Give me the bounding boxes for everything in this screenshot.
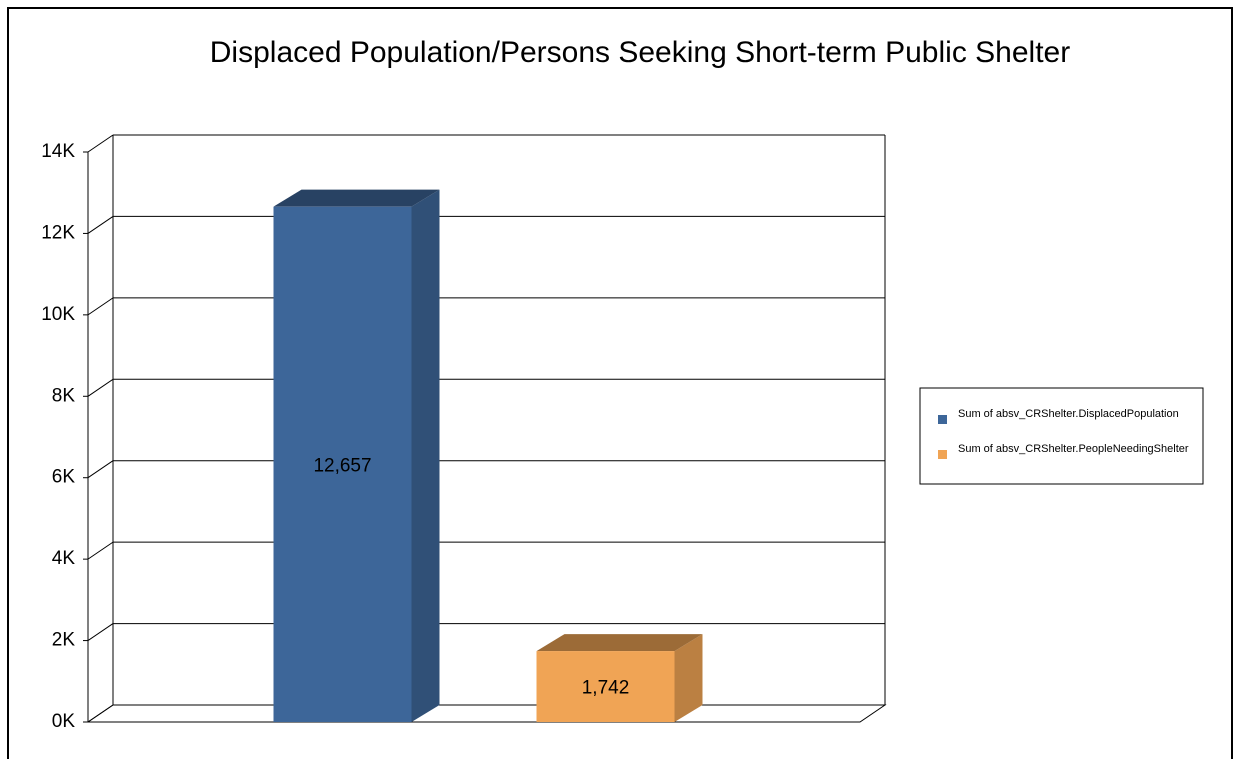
y-tick-label: 14K: [41, 141, 75, 162]
back-wall: [112, 135, 886, 706]
legend-swatch: [938, 450, 947, 459]
bar-side: [411, 189, 440, 722]
bar-top: [536, 634, 703, 652]
grid-line: [87, 134, 114, 153]
legend-swatch: [938, 415, 947, 424]
legend-label: Sum of absv_CRShelter.PeopleNeedingShelt…: [958, 443, 1189, 455]
data-label: 1,742: [582, 678, 630, 699]
legend-entry: Sum of absv_CRShelter.PeopleNeedingShelt…: [958, 443, 1189, 455]
legend-entry: Sum of absv_CRShelter.DisplacedPopulatio…: [958, 408, 1179, 420]
bar-top: [273, 189, 440, 207]
frame: [7, 7, 1233, 759]
grid-line: [87, 460, 114, 479]
bar: [536, 651, 675, 722]
legend-label: Sum of absv_CRShelter.DisplacedPopulatio…: [958, 408, 1179, 420]
y-tick-label: 8K: [52, 385, 76, 406]
bar-side: [674, 634, 703, 722]
grid-line: [87, 216, 114, 234]
y-tick-label: 0K: [52, 711, 76, 732]
y-tick-label: 12K: [41, 222, 75, 243]
y-tick-label: 2K: [52, 630, 76, 651]
legend: [919, 387, 1204, 485]
floor: [86, 704, 887, 723]
grid-line: [87, 704, 114, 723]
y-tick-label: 4K: [52, 548, 76, 569]
y-tick-label: 10K: [41, 304, 75, 325]
grid-line: [87, 378, 114, 397]
chart-title: Displaced Population/Persons Seeking Sho…: [209, 36, 1071, 69]
title-box: Displaced Population/Persons Seeking Sho…: [209, 36, 1071, 69]
grid-line: [87, 297, 114, 316]
bar: [273, 206, 412, 722]
grid-line: [87, 623, 114, 641]
y-tick-label: 6K: [52, 467, 76, 488]
grid-line: [87, 541, 114, 560]
data-label: 12,657: [313, 455, 371, 476]
